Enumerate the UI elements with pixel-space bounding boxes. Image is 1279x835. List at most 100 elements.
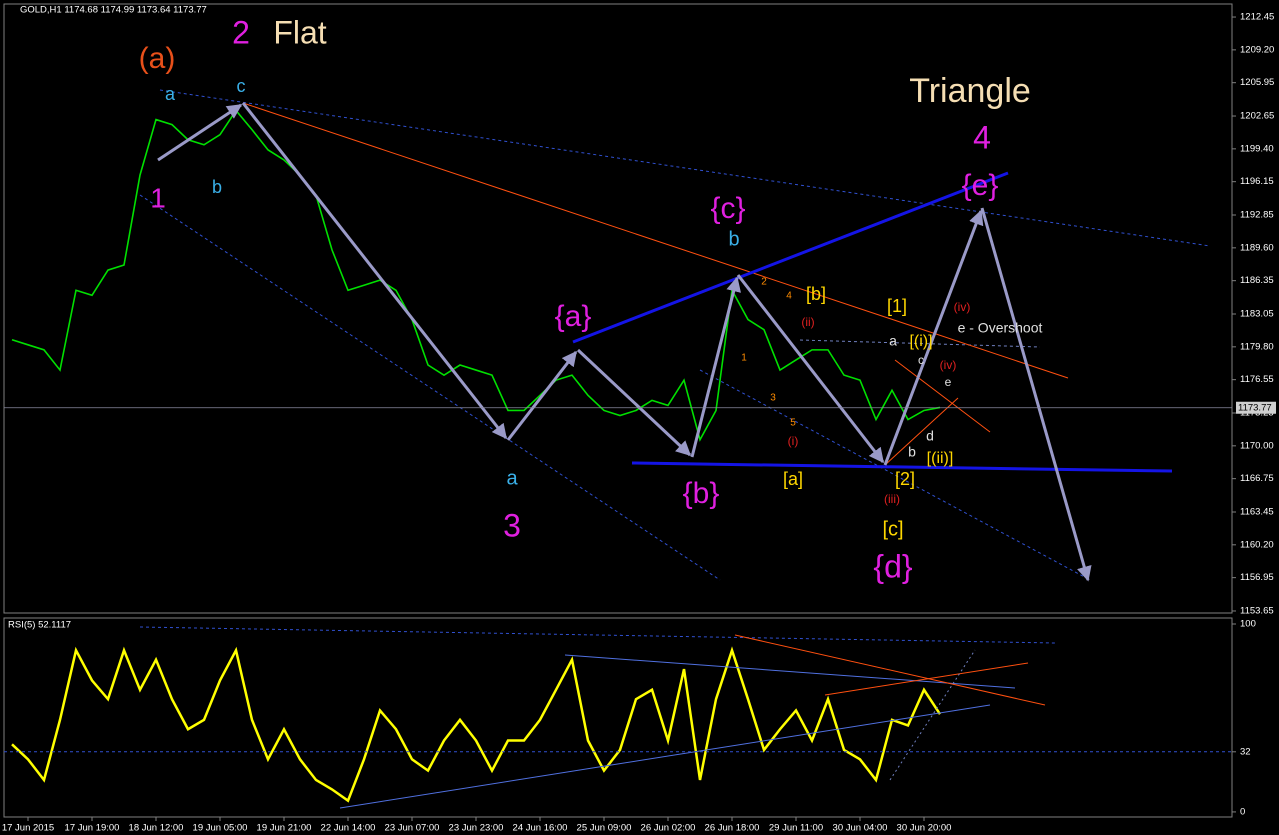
wave-arrow (736, 274, 885, 464)
wave-label: (ii) (801, 315, 814, 329)
y-tick-label: 1170.00 (1240, 440, 1274, 451)
y-tick-label: 1183.05 (1240, 309, 1274, 320)
y-tick-label: 1199.40 (1240, 143, 1274, 154)
rsi-trendline (339, 704, 991, 809)
wave-label: [a] (783, 469, 803, 489)
x-tick-label: 23 Jun 07:00 (385, 823, 440, 834)
x-tick-label: 19 Jun 05:00 (193, 823, 248, 834)
wave-label: (iii) (884, 492, 900, 506)
x-tick-label: 25 Jun 09:00 (577, 823, 632, 834)
wave-label: 2 (232, 14, 250, 50)
wave-label: 1 (741, 353, 747, 364)
y-tick-label: 1205.95 (1240, 77, 1274, 88)
wave-label: (a) (139, 42, 176, 75)
chart-title: GOLD,H1 1174.68 1174.99 1173.64 1173.77 (20, 5, 207, 16)
rsi-trendline (564, 654, 1016, 689)
wave-arrow (506, 350, 578, 441)
wave-label: 1 (150, 182, 166, 213)
wave-arrow (690, 276, 741, 458)
series-layer (11, 109, 942, 803)
wave-label: d (926, 428, 934, 444)
y-tick-label: 1153.65 (1240, 605, 1274, 616)
y-tick-label: 1209.20 (1240, 44, 1274, 55)
wave-label: a (889, 333, 897, 349)
wave-label: e - Overshoot (958, 320, 1043, 336)
price-panel (3, 3, 1233, 614)
wave-label: {a} (555, 300, 592, 333)
x-tick-label: 17 Jun 2015 (2, 823, 54, 834)
wave-label: {e} (962, 169, 999, 202)
x-tick-label: 30 Jun 20:00 (897, 823, 952, 834)
channel-line (699, 369, 1091, 581)
wave-label: [(ii)] (927, 450, 954, 467)
x-tick-label: 18 Jun 12:00 (129, 823, 184, 834)
y-tick-label: 1166.75 (1240, 473, 1274, 484)
y-tick-label: 1160.20 (1240, 539, 1274, 550)
current-price-box (1236, 401, 1276, 414)
y-tick-label: 1179.80 (1240, 341, 1274, 352)
rsi-trendline (889, 649, 976, 781)
x-tick-label: 24 Jun 16:00 (513, 823, 568, 834)
x-tick-label: 26 Jun 02:00 (641, 823, 696, 834)
wave-label: b (728, 228, 739, 250)
series-line (11, 109, 941, 442)
wave-label: e (945, 375, 952, 389)
wave-label: [c] (882, 518, 903, 540)
triangle-lower (631, 461, 1173, 473)
x-tick-label: 23 Jun 23:00 (449, 823, 504, 834)
triangle-upper (572, 171, 1009, 344)
y-tick-label: 1202.65 (1240, 111, 1274, 122)
wave-label: (iv) (954, 300, 971, 314)
y-tick-label: 1156.95 (1240, 572, 1274, 583)
y-tick-label: 1212.45 (1240, 12, 1274, 23)
wave-label: Flat (273, 14, 326, 50)
wave-label: [(i)] (909, 333, 932, 350)
wave-label: 4 (786, 291, 792, 302)
wave-label: 3 (770, 393, 776, 404)
rsi-title: RSI(5) 52.1117 (8, 620, 71, 631)
wave-label: a (506, 467, 518, 489)
wave-arrow (576, 348, 692, 457)
y-tick-label: 1186.35 (1240, 275, 1274, 286)
triangle-line (894, 359, 991, 433)
x-tick-label: 22 Jun 14:00 (321, 823, 376, 834)
trendline (242, 102, 1069, 379)
y-tick-label: 100 (1240, 619, 1256, 630)
wave-label: 2 (761, 277, 767, 288)
wave-arrow (980, 207, 1092, 582)
wave-label: [1] (887, 296, 907, 316)
rsi-trendline (824, 662, 1029, 696)
wave-label: 3 (503, 507, 521, 543)
rsi-trendline (734, 634, 1046, 706)
wave-label: [b] (806, 284, 826, 304)
channel-line (159, 89, 1211, 247)
trendlines (139, 89, 1211, 581)
wave-arrow (157, 103, 243, 162)
y-tick-label: 1192.85 (1240, 210, 1274, 221)
rsi-panel (3, 617, 1233, 818)
rsi-trendlines (139, 626, 1056, 809)
channel-line (799, 339, 1041, 348)
series-line (11, 646, 942, 803)
wave-label: (i) (788, 434, 799, 448)
y-tick-label: 1196.15 (1240, 176, 1274, 187)
wave-label: 4 (973, 119, 991, 155)
x-tick-label: 17 Jun 19:00 (65, 823, 120, 834)
y-tick-label: 32 (1240, 746, 1251, 757)
wave-label: [2] (895, 469, 915, 489)
wave-label: {c} (710, 192, 745, 225)
wave-label: c (918, 353, 924, 367)
x-tick-label: 19 Jun 21:00 (257, 823, 312, 834)
x-tick-label: 29 Jun 11:00 (769, 823, 823, 834)
y-tick-label: 1163.45 (1240, 507, 1274, 518)
wave-label: b (212, 177, 222, 197)
wave-label: 5 (790, 418, 796, 429)
wave-arrow (883, 209, 984, 466)
y-tick-label: 1176.55 (1240, 374, 1274, 385)
triangle-line (884, 397, 959, 466)
channel-line (139, 194, 721, 581)
wave-label: c (237, 76, 246, 96)
x-tick-label: 26 Jun 18:00 (705, 823, 760, 834)
